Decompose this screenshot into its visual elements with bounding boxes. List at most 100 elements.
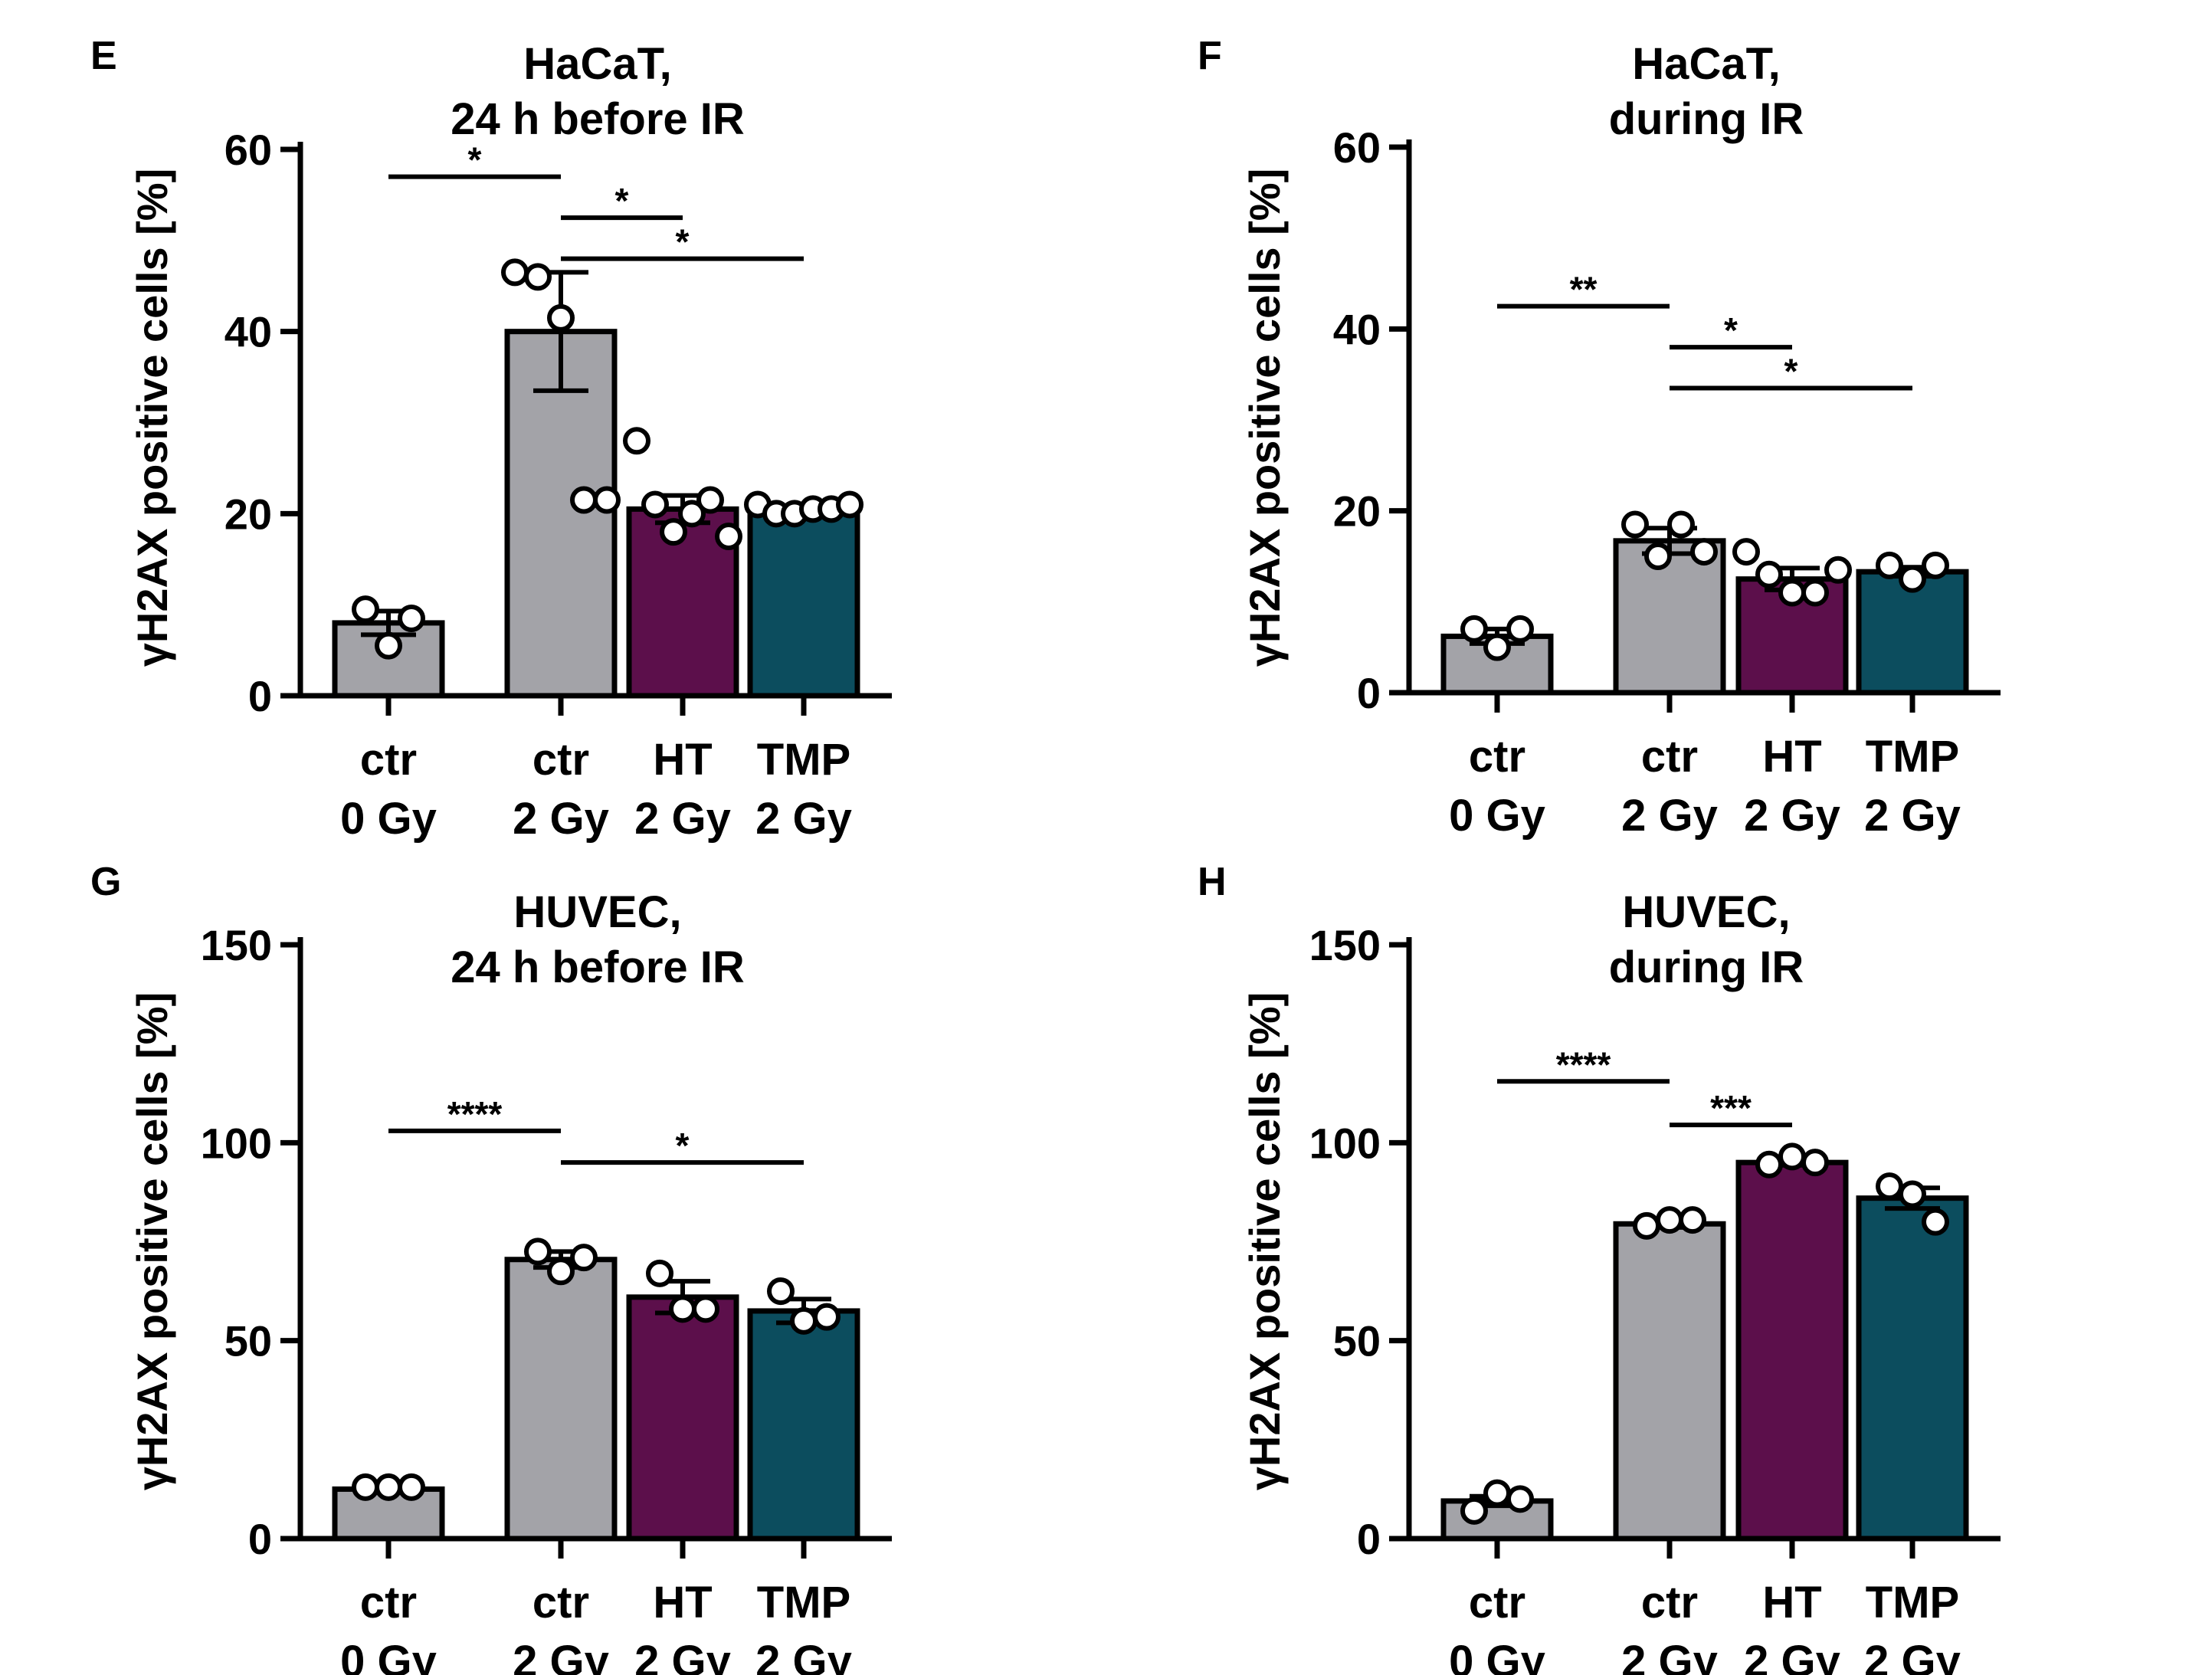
y-tick-label: 40 [224,308,272,356]
bar-ctr-2-gy [1613,1221,1726,1542]
y-tick-label: 20 [1333,487,1381,536]
data-point [1755,1150,1783,1178]
x-tick-label-dose: 2 Gy [1621,791,1718,841]
x-tick-label-dose: 0 Gy [340,1637,437,1675]
data-point [375,1473,402,1501]
bar-tmp-2-gy [747,1308,860,1542]
data-point [1755,560,1783,588]
x-tick-label: TMP [1866,732,1959,782]
data-point [1621,510,1649,539]
data-point [660,518,687,546]
y-tick-label: 0 [248,672,272,720]
data-point [692,1295,719,1323]
data-point [1483,633,1511,661]
data-point [715,523,742,551]
data-point [1460,1496,1488,1525]
x-tick-label-dose: 2 Gy [634,794,731,844]
significance-label: * [468,140,482,180]
data-point [375,631,402,660]
data-point [767,1277,795,1306]
significance-label: * [676,1126,690,1165]
data-point [524,1237,552,1266]
x-tick-label: ctr [360,1578,417,1627]
chart-title-line: HaCaT, [523,39,671,89]
y-tick-label: 0 [248,1515,272,1563]
panel-letter: E [90,34,117,78]
bar-tmp-2-gy [747,506,860,699]
significance-label: * [615,181,629,221]
x-tick-label: ctr [1469,1578,1525,1627]
panel-e: E HaCaT,24 h before IR γH2AX positive cell… [90,34,892,844]
x-tick-label: ctr [1641,732,1698,782]
panel-letter: H [1198,860,1227,904]
data-point [1922,1208,1949,1236]
x-tick-label-dose: 0 Gy [340,794,437,844]
significance-label: * [1784,351,1798,391]
x-tick-label-dose: 0 Gy [1449,791,1545,841]
x-tick-label-dose: 2 Gy [513,1637,609,1675]
x-tick-label: TMP [757,1578,850,1627]
panel-f: F HaCaT,during IR γH2AX positive cells [%]… [1198,34,2001,841]
data-point [1876,1172,1903,1201]
y-tick-label: 150 [201,921,272,969]
significance-label: **** [447,1094,503,1134]
data-point [1899,565,1926,593]
data-point [1922,551,1949,579]
data-point [1483,1479,1511,1507]
chart-title-line: 24 h before IR [451,942,745,992]
significance-label: *** [1710,1088,1752,1128]
chart-title-line: during IR [1609,942,1804,992]
y-axis-label: γH2AX positive cells [%] [1240,992,1289,1490]
x-tick-label-dose: 2 Gy [1864,791,1961,841]
data-point [1679,1206,1706,1234]
y-tick-label: 0 [1357,1515,1381,1563]
x-tick-label: ctr [1641,1578,1698,1627]
panel-h: H HUVEC,during IR γH2AX positive cells [%]… [1198,860,2001,1675]
x-tick-label-dose: 2 Gy [1864,1637,1961,1675]
y-tick-label: 50 [1333,1317,1381,1365]
data-point [1824,556,1852,584]
y-tick-label: 40 [1333,305,1381,353]
chart-title-line: HaCaT, [1632,39,1780,89]
x-tick-label-dose: 2 Gy [1744,1637,1840,1675]
bar-ht-2-gy [626,1294,739,1542]
data-point [1732,538,1760,566]
x-tick-label-dose: 2 Gy [755,794,852,844]
data-point [1506,615,1534,643]
data-point [1656,1206,1683,1234]
data-point [623,427,650,455]
y-tick-label: 50 [224,1317,272,1365]
x-tick-label-dose: 0 Gy [1449,1637,1545,1675]
data-point [1667,510,1695,539]
chart-title-line: HUVEC, [513,887,681,937]
panel-g: G HUVEC,24 h before IR γH2AX positive cell… [90,860,892,1675]
data-point [1801,1149,1829,1177]
data-point [352,595,379,624]
data-point [1690,538,1718,566]
data-point [646,1259,673,1287]
data-point [1460,615,1488,643]
bar-ht-2-gy [1735,1159,1849,1542]
bar-ctr-2-gy [504,1257,618,1542]
data-point [593,486,621,514]
y-tick-label: 0 [1357,669,1381,717]
x-tick-label: TMP [1866,1578,1959,1627]
significance-label: **** [1556,1044,1611,1084]
data-point [641,490,669,519]
data-point [524,263,552,291]
data-point [669,1295,696,1323]
x-tick-label: HT [653,1578,712,1627]
data-point [352,1473,379,1501]
y-axis-label: γH2AX positive cells [%] [1240,169,1289,667]
data-point [570,1244,598,1272]
x-tick-label-dose: 2 Gy [513,794,609,844]
x-tick-label-dose: 2 Gy [1621,1637,1718,1675]
x-tick-label: ctr [360,735,417,785]
x-tick-label-dose: 2 Gy [634,1637,731,1675]
data-point [790,1306,818,1335]
data-point [398,1473,425,1501]
data-point [547,303,575,332]
data-point [547,1257,575,1286]
x-tick-label-dose: 2 Gy [1744,791,1840,841]
data-point [696,486,724,514]
